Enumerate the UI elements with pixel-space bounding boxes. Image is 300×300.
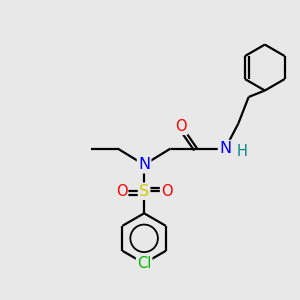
- Text: N: N: [219, 141, 231, 156]
- Text: Cl: Cl: [137, 256, 151, 272]
- Text: H: H: [236, 144, 247, 159]
- Text: O: O: [161, 184, 172, 199]
- Text: N: N: [138, 157, 150, 172]
- Text: S: S: [139, 184, 149, 199]
- Text: O: O: [175, 119, 187, 134]
- Text: O: O: [116, 184, 127, 199]
